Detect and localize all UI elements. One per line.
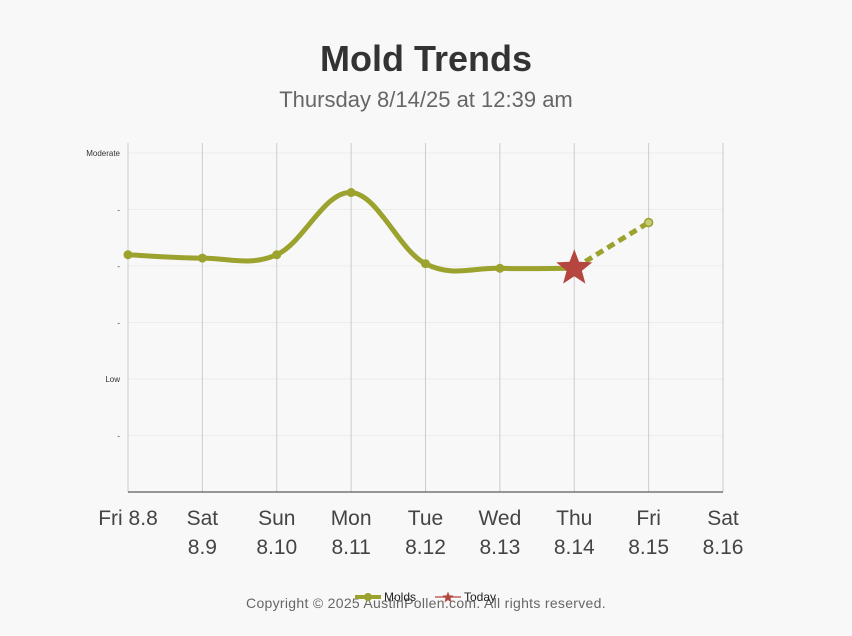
legend-line-icon bbox=[355, 593, 381, 601]
x-tick-label: Tue bbox=[408, 507, 443, 530]
y-tick-label: - bbox=[117, 319, 120, 328]
x-tick-label: Mon bbox=[331, 507, 372, 530]
y-tick-label: - bbox=[117, 262, 120, 271]
data-point bbox=[272, 250, 282, 260]
x-tick-label: Sat bbox=[187, 507, 219, 530]
x-tick-label-date: 8.9 bbox=[188, 536, 217, 559]
chart-subtitle: Thursday 8/14/25 at 12:39 am bbox=[279, 87, 573, 112]
x-tick-label: Wed bbox=[478, 507, 521, 530]
series-line-molds-forecast bbox=[572, 220, 650, 271]
legend-star-icon bbox=[435, 591, 461, 603]
x-tick-label-date: 8.10 bbox=[256, 536, 297, 559]
x-tick-label: Fri bbox=[636, 507, 661, 530]
chart-title: Mold Trends bbox=[319, 38, 532, 79]
data-point bbox=[197, 253, 207, 263]
data-point bbox=[495, 263, 505, 273]
x-tick-label: Sat bbox=[707, 507, 739, 530]
x-tick-label-date: 8.16 bbox=[703, 536, 744, 559]
copyright-notice: Copyright © 2025 AustinPollen.com. All r… bbox=[246, 595, 606, 611]
y-tick-label: Low bbox=[105, 375, 120, 384]
y-tick-label: - bbox=[117, 206, 120, 215]
legend-label: Molds bbox=[384, 590, 417, 604]
x-tick-label-date: 8.15 bbox=[628, 536, 669, 559]
x-tick-label: Fri 8.8 bbox=[98, 507, 158, 530]
x-tick-label: Thu bbox=[556, 507, 592, 530]
data-point bbox=[123, 250, 133, 260]
x-tick-label-date: 8.13 bbox=[479, 536, 520, 559]
data-point bbox=[421, 259, 430, 269]
today-star-marker bbox=[556, 249, 593, 284]
data-point bbox=[346, 188, 356, 198]
x-tick-label: Sun bbox=[258, 507, 295, 530]
y-tick-label: Moderate bbox=[86, 149, 120, 158]
data-point-forecast bbox=[643, 217, 654, 228]
y-tick-label: - bbox=[117, 432, 120, 441]
x-tick-label-date: 8.14 bbox=[554, 536, 595, 559]
x-tick-label-date: 8.12 bbox=[405, 536, 446, 559]
x-tick-label-date: 8.11 bbox=[331, 536, 370, 559]
legend-label: Today bbox=[464, 590, 497, 604]
